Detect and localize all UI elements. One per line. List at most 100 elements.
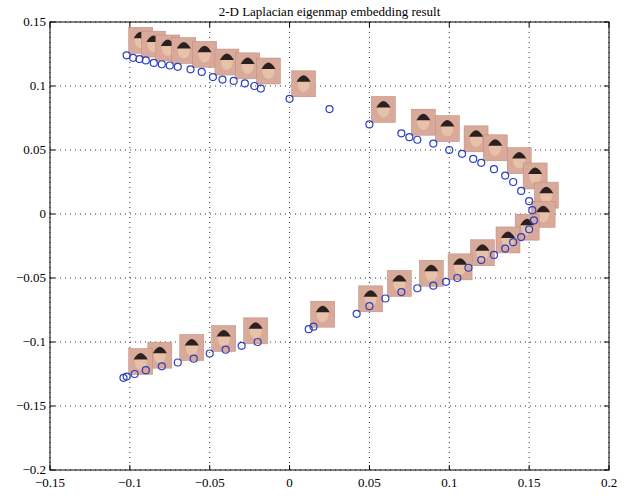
tick-label: −0.15 [16,398,46,413]
tick-mark [50,214,55,215]
data-point [510,239,517,246]
tick-mark [50,86,55,87]
data-point [158,363,165,370]
tick-label: −0.05 [16,270,46,285]
grid-line [50,342,609,343]
tick-label: 0.1 [441,475,457,490]
data-point [254,339,261,346]
data-point [286,95,293,102]
data-point [398,289,405,296]
face-thumbnail [172,38,196,64]
tick-label: −0.05 [195,475,225,490]
chart-title: 2-D Laplacian eigenmap embedding result [219,4,441,19]
plot-frame [50,22,609,470]
data-point [136,56,143,63]
face-thumbnail [387,270,411,296]
data-point [526,198,533,205]
tick-label: 0 [286,475,293,490]
tick-mark [604,150,609,151]
tick-label: 0.15 [23,14,46,29]
data-point [478,257,485,264]
data-point [465,264,472,271]
tick-mark [604,406,609,407]
tick-mark [449,22,450,27]
face-thumbnail [435,116,459,142]
data-point [530,217,537,224]
tick-label: −0.2 [22,462,46,477]
data-point [326,106,333,113]
data-point [470,155,477,162]
face-thumbnail [236,53,260,79]
points [120,52,537,382]
chart: −0.15−0.1−0.0500.050.10.150.2−0.2−0.15−0… [0,0,629,498]
face-thumbnail [496,227,520,253]
tick-label: 0 [40,206,47,221]
grid-line [50,406,609,407]
data-point [502,245,509,252]
tick-mark [604,86,609,87]
tick-label: −0.1 [22,334,46,349]
marks [120,27,558,381]
grid-line [289,22,290,470]
grid-line [369,22,370,470]
tick-mark [50,342,55,343]
data-point [174,63,181,70]
face-thumbnail [129,349,153,375]
grid-line [529,22,530,470]
tick-mark [289,22,290,27]
data-point [446,147,453,154]
face-thumbnail [411,109,435,135]
data-point [166,62,173,69]
tick-mark [289,465,290,470]
data-point [238,342,245,349]
data-point [209,74,216,81]
data-point [158,61,165,68]
face-thumbnail [180,334,204,360]
data-point [414,285,421,292]
data-point [518,234,525,241]
data-point [353,310,360,317]
tick-label: −0.1 [118,475,142,490]
tick-label: −0.15 [35,475,65,490]
data-point [491,251,498,258]
data-point [174,359,181,366]
data-point [120,374,127,381]
data-point [130,54,137,61]
data-point [518,187,525,194]
data-point [241,80,248,87]
face-thumbnail [215,49,239,75]
data-point [406,134,413,141]
data-point [222,346,229,353]
thumbnails [129,27,559,374]
face-thumbnail [371,96,395,122]
data-point [491,166,498,173]
data-point [443,278,450,285]
grid-line [50,278,609,279]
data-point [131,371,138,378]
data-point [142,57,149,64]
tick-mark [50,150,55,151]
tick-mark [209,22,210,27]
face-thumbnail [256,58,280,84]
grid-line [50,86,609,87]
plot-background [50,22,609,470]
face-thumbnail [483,135,507,161]
data-point [430,282,437,289]
data-point [257,85,264,92]
data-point [142,367,149,374]
tick-label: 0.2 [601,475,617,490]
data-point [454,275,461,282]
tick-mark [129,465,130,470]
data-point [206,350,213,357]
tick-mark [449,465,450,470]
data-point [190,355,197,362]
grid-line [129,22,130,470]
data-point [526,226,533,233]
data-point [382,295,389,302]
tick-mark [129,22,130,27]
data-point [398,130,405,137]
data-point [414,136,421,143]
face-thumbnail [244,318,268,344]
tick-mark [50,406,55,407]
data-point [478,159,485,166]
